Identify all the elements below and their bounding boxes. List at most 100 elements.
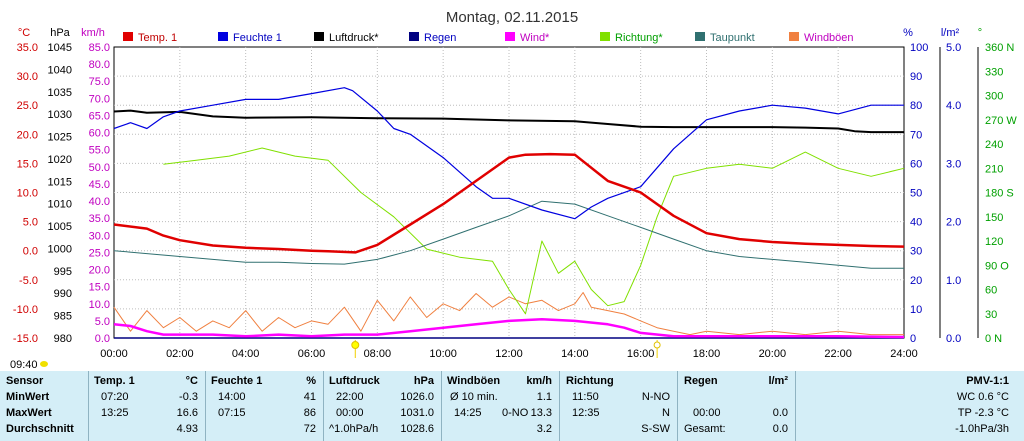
windboeen-max-time: 14:25 <box>454 407 482 419</box>
temp-axis-tick-label: 0.0 <box>23 246 38 258</box>
temp-max-value: 16.6 <box>176 407 198 419</box>
pressure-axis-tick-label: 1000 <box>48 243 72 255</box>
luftdruck-unit: hPa <box>413 375 434 387</box>
pmv-header: PMV-1:1 <box>966 375 1009 387</box>
temp-axis-tick-label: 20.0 <box>17 129 38 141</box>
x-tick-label: 14:00 <box>561 348 589 360</box>
richtung-header: Richtung <box>566 375 614 387</box>
temp-axis-tick-label: 30.0 <box>17 71 38 83</box>
rain-axis-tick-label: 0.0 <box>946 333 961 345</box>
direction-axis-tick-label: 60 <box>985 285 997 297</box>
moon-icon <box>40 361 48 367</box>
sensor-header: Sensor <box>6 375 44 387</box>
rain-axis-tick-label: 3.0 <box>946 158 961 170</box>
series-temp-1 <box>113 152 905 254</box>
wind-axis-tick-label: 55.0 <box>89 145 110 157</box>
minwert-label: MinWert <box>6 391 50 403</box>
feuchte-column: Feuchte 1 % 14:00 41 07:15 86 72 <box>205 371 324 441</box>
humidity-axis-tick-label: 50 <box>910 188 922 200</box>
legend-swatch-4 <box>409 32 419 41</box>
wind-axis-tick-label: 75.0 <box>89 76 110 88</box>
regen-max-value: 0.0 <box>772 407 788 419</box>
regen-total-value: 0.0 <box>772 423 788 435</box>
feuchte-max-time: 07:15 <box>218 407 246 419</box>
legend-label-2: Feuchte 1 <box>233 32 282 44</box>
legend-swatch-7 <box>695 32 705 41</box>
pressure-axis-tick-label: 1025 <box>48 132 72 144</box>
x-tick-label: 24:00 <box>890 348 918 360</box>
pmv-column: PMV-1:1 WC 0.6 °C TP -2.3 °C -1.0hPa/3h <box>795 371 1024 441</box>
direction-axis-tick-label: 360 N <box>985 42 1014 54</box>
humidity-axis-tick-label: 20 <box>910 275 922 287</box>
series-luftdruck <box>113 109 904 134</box>
pressure-axis-tick-label: 980 <box>54 333 72 345</box>
legend-swatch-8 <box>789 32 799 41</box>
luftdruck-max-time: 00:00 <box>336 407 364 419</box>
legend-label-7: Taupunkt <box>710 32 755 44</box>
direction-axis-tick-label: 210 <box>985 163 1003 175</box>
richtung-min-value: N-NO <box>641 391 670 403</box>
wind-axis-tick-label: 35.0 <box>89 213 110 225</box>
feuchte-min-value: 41 <box>303 391 316 403</box>
x-tick-label: 10:00 <box>429 348 457 360</box>
direction-axis-tick-label: 90 O <box>985 260 1009 272</box>
plot-area <box>113 46 905 339</box>
direction-unit-label: ° <box>978 27 982 39</box>
legend-label-8: Windböen <box>804 32 854 44</box>
richtung-avg-value: S-SW <box>641 423 670 435</box>
rain-axis-tick-label: 2.0 <box>946 217 961 229</box>
temp-column: Temp. 1 °C 07:20 -0.3 13:25 16.6 4.93 <box>88 371 206 441</box>
rain-axis-tick-label: 4.0 <box>946 100 961 112</box>
legend-swatch-3 <box>314 32 324 41</box>
x-tick-label: 22:00 <box>824 348 852 360</box>
wind-axis-tick-label: 30.0 <box>89 230 110 242</box>
feuchte-min-time: 14:00 <box>218 391 246 403</box>
regen-header: Regen <box>684 375 718 387</box>
wind-unit-label: km/h <box>81 27 105 39</box>
series-windb-en <box>113 292 904 336</box>
humidity-axis-tick-label: 70 <box>910 129 922 141</box>
wind-axis-tick-label: 5.0 <box>95 316 110 328</box>
luftdruck-column: Luftdruck hPa 22:00 1026.0 00:00 1031.0 … <box>323 371 442 441</box>
direction-axis-tick-label: 120 <box>985 236 1003 248</box>
series-feuchte-1 <box>113 87 904 220</box>
x-tick-label: 16:00 <box>627 348 655 360</box>
sunset-icon <box>653 341 661 349</box>
series-richtung <box>163 147 905 315</box>
pressure-unit-label: hPa <box>50 27 70 39</box>
pressure-axis-tick-label: 1005 <box>48 221 72 233</box>
direction-axis-tick-label: 30 <box>985 309 997 321</box>
pmv-windchill: WC 0.6 °C <box>956 391 1009 403</box>
wind-axis-tick-label: 25.0 <box>89 247 110 259</box>
regen-column: Regen l/m² 00:00 0.0 Gesamt: 0.0 <box>677 371 796 441</box>
pressure-axis-tick-label: 995 <box>54 266 72 278</box>
x-tick-label: 12:00 <box>495 348 523 360</box>
wind-axis-tick-label: 0.0 <box>95 333 110 345</box>
temp-axis-tick-label: 25.0 <box>17 100 38 112</box>
wind-axis-tick-label: 50.0 <box>89 162 110 174</box>
legend-label-6: Richtung* <box>615 32 663 44</box>
direction-axis-tick-label: 330 <box>985 66 1003 78</box>
direction-axis-tick-label: 180 S <box>985 188 1014 200</box>
current-time-label: 09:40 <box>10 359 38 371</box>
regen-total-label: Gesamt: <box>684 423 726 435</box>
wind-axis-tick-label: 80.0 <box>89 59 110 71</box>
humidity-axis-tick-label: 30 <box>910 246 922 258</box>
direction-axis-tick-label: 300 <box>985 91 1003 103</box>
rain-axis-tick-label: 5.0 <box>946 42 961 54</box>
legend-swatch-5 <box>505 32 515 41</box>
series-wind <box>113 317 905 339</box>
pmv-dewpoint: TP -2.3 °C <box>957 407 1009 419</box>
humidity-axis-tick-label: 60 <box>910 158 922 170</box>
windboeen-avg10-value: 1.1 <box>536 391 552 403</box>
legend-swatch-1 <box>123 32 133 41</box>
pressure-axis-tick-label: 990 <box>54 288 72 300</box>
humidity-axis-tick-label: 0 <box>910 333 916 345</box>
feuchte-max-value: 86 <box>303 407 316 419</box>
windboeen-avg-value: 3.2 <box>536 423 552 435</box>
wind-axis-tick-label: 20.0 <box>89 265 110 277</box>
wind-axis-tick-label: 15.0 <box>89 282 110 294</box>
humidity-axis-tick-label: 40 <box>910 217 922 229</box>
luftdruck-avg-value: 1028.6 <box>400 423 434 435</box>
temp-axis-tick-label: -10.0 <box>13 304 38 316</box>
